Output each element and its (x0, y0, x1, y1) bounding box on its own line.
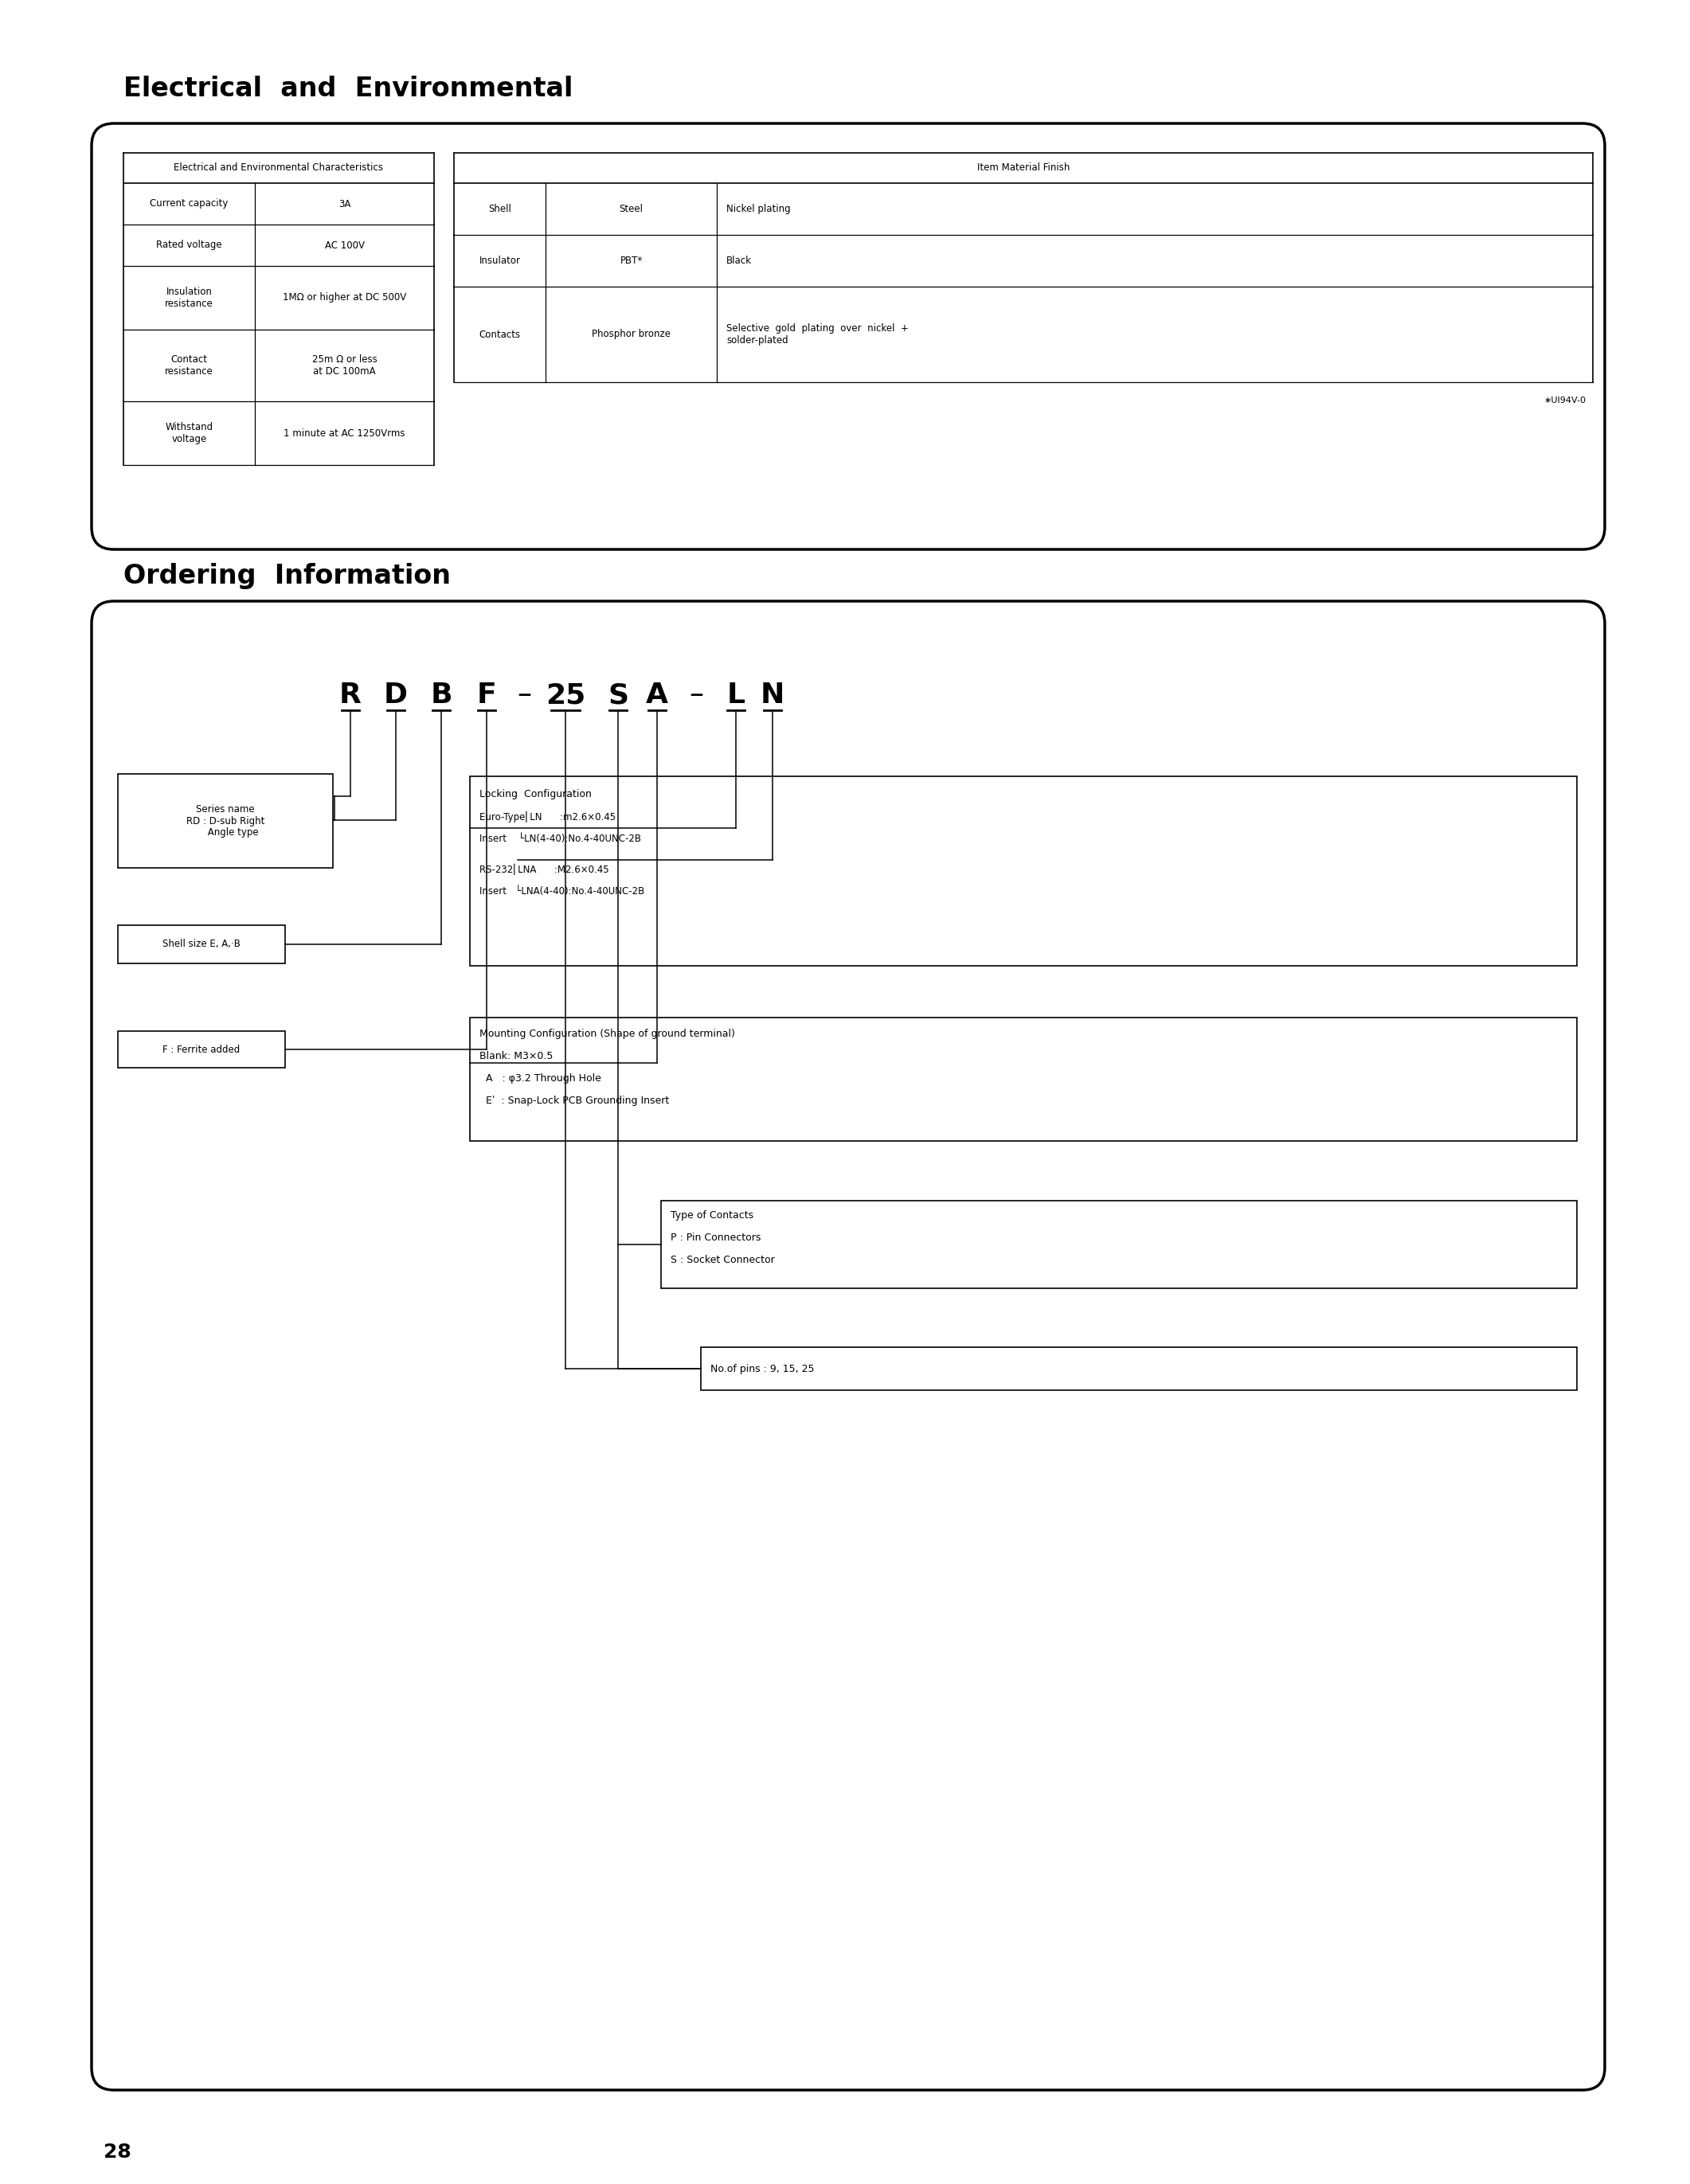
Text: Current capacity: Current capacity (150, 199, 228, 210)
Text: P : Pin Connectors: P : Pin Connectors (671, 1232, 760, 1243)
Text: Nickel plating: Nickel plating (727, 203, 791, 214)
Text: Black: Black (727, 256, 752, 266)
Text: Phosphor bronze: Phosphor bronze (591, 330, 671, 339)
Text: A   : φ3.2 Through Hole: A : φ3.2 Through Hole (480, 1072, 602, 1083)
FancyBboxPatch shape (91, 601, 1605, 2090)
Text: Insulation
resistance: Insulation resistance (166, 286, 213, 308)
Text: 1 minute at AC 1250Vrms: 1 minute at AC 1250Vrms (284, 428, 406, 439)
Text: Blank: M3×0.5: Blank: M3×0.5 (480, 1051, 553, 1061)
Text: Contact
resistance: Contact resistance (166, 354, 213, 376)
Bar (701, 1348, 1577, 1391)
Text: Withstand
voltage: Withstand voltage (166, 422, 213, 443)
Text: F: F (477, 681, 497, 708)
Text: R: R (340, 681, 362, 708)
Text: 25m Ω or less
at DC 100mA: 25m Ω or less at DC 100mA (313, 354, 377, 376)
Text: S : Socket Connector: S : Socket Connector (671, 1256, 774, 1265)
Text: Ordering  Information: Ordering Information (123, 563, 451, 590)
Text: F : Ferrite added: F : Ferrite added (162, 1044, 240, 1055)
Bar (118, 1031, 286, 1068)
Text: Locking  Configuration: Locking Configuration (480, 788, 591, 799)
Text: Rated voltage: Rated voltage (155, 240, 221, 251)
Bar (470, 775, 1577, 965)
Bar (118, 926, 286, 963)
Text: No.of pins : 9, 15, 25: No.of pins : 9, 15, 25 (710, 1363, 815, 1374)
Text: AC 100V: AC 100V (324, 240, 365, 251)
Text: Insert   └LNA(4-40):No.4-40UNC-2B: Insert └LNA(4-40):No.4-40UNC-2B (480, 887, 644, 895)
Bar (470, 1018, 1577, 1140)
Text: Electrical  and  Environmental: Electrical and Environmental (123, 76, 573, 103)
Text: 1MΩ or higher at DC 500V: 1MΩ or higher at DC 500V (282, 293, 406, 304)
Text: 28: 28 (103, 2143, 132, 2162)
Text: ∗UI94V-0: ∗UI94V-0 (1545, 397, 1587, 404)
Text: 3A: 3A (338, 199, 350, 210)
Text: S: S (608, 681, 629, 708)
FancyBboxPatch shape (91, 124, 1605, 550)
Text: Eʹ  : Snap-Lock PCB Grounding Insert: Eʹ : Snap-Lock PCB Grounding Insert (480, 1096, 669, 1105)
Bar (661, 1201, 1577, 1289)
Text: Steel: Steel (619, 203, 644, 214)
Text: Item Material Finish: Item Material Finish (977, 164, 1070, 173)
Text: Mounting Configuration (Shape of ground terminal): Mounting Configuration (Shape of ground … (480, 1029, 735, 1040)
Text: Selective  gold  plating  over  nickel  +
solder-plated: Selective gold plating over nickel + sol… (727, 323, 909, 345)
Text: Type of Contacts: Type of Contacts (671, 1210, 754, 1221)
Text: D: D (384, 681, 407, 708)
Text: Contacts: Contacts (478, 330, 521, 339)
Text: B: B (431, 681, 453, 708)
Text: Shell size E, A,·B: Shell size E, A,·B (162, 939, 240, 950)
Text: PBT*: PBT* (620, 256, 642, 266)
Text: –: – (517, 681, 531, 708)
Text: Insulator: Insulator (478, 256, 521, 266)
Text: Euro-Type⎜LN      :m2.6×0.45: Euro-Type⎜LN :m2.6×0.45 (480, 810, 615, 823)
Text: –: – (690, 681, 703, 708)
Text: A: A (646, 681, 668, 708)
Text: RS-232⎜LNA      :M2.6×0.45: RS-232⎜LNA :M2.6×0.45 (480, 865, 608, 876)
Text: Shell: Shell (488, 203, 512, 214)
Text: Insert    └LN(4-40):No.4-40UNC-2B: Insert └LN(4-40):No.4-40UNC-2B (480, 834, 641, 843)
Text: L: L (727, 681, 745, 708)
Text: Electrical and Environmental Characteristics: Electrical and Environmental Characteris… (174, 164, 384, 173)
Text: 25: 25 (546, 681, 585, 708)
Text: N: N (760, 681, 784, 708)
Text: Series name
RD : D-sub Right
     Angle type: Series name RD : D-sub Right Angle type (186, 804, 265, 839)
Bar (118, 773, 333, 867)
